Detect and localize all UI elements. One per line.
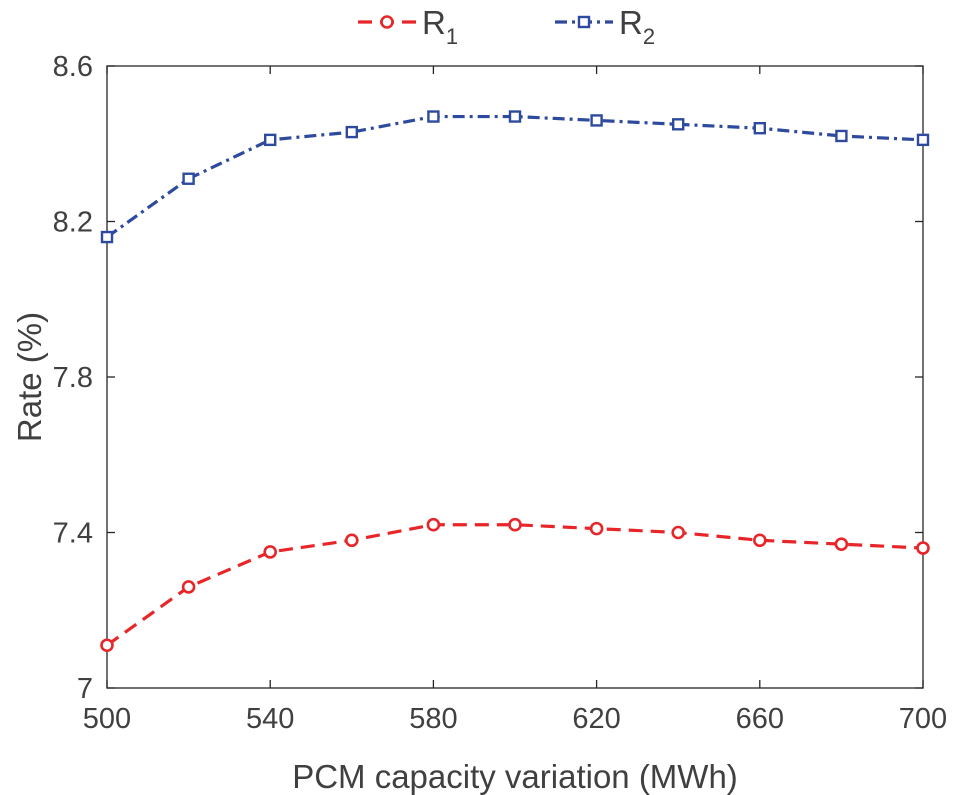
x-tick-label: 620 xyxy=(572,703,620,735)
plot-frame xyxy=(106,65,924,689)
series-R1 xyxy=(100,517,930,653)
series-line-R2 xyxy=(106,114,924,239)
x-axis-title: PCM capacity variation (MWh) xyxy=(292,758,738,795)
data-point-R2 xyxy=(835,129,848,143)
legend-marker xyxy=(380,15,394,29)
legend-label: R2 xyxy=(619,4,655,49)
data-point-R2 xyxy=(590,114,603,127)
data-point-R2 xyxy=(100,230,114,244)
x-tick-label: 660 xyxy=(736,703,784,735)
y-tick-label: 8.2 xyxy=(53,207,93,239)
y-tick-label: 8.6 xyxy=(53,51,93,83)
legend-label-subscript: 1 xyxy=(446,24,458,49)
series-layer xyxy=(100,110,930,653)
x-tick-label: 580 xyxy=(409,703,457,735)
data-point-R1 xyxy=(100,638,114,653)
data-point-R1 xyxy=(508,517,522,532)
data-point-R1 xyxy=(263,545,278,559)
series-R2 xyxy=(100,110,930,244)
y-tick-label: 7.8 xyxy=(53,362,93,394)
data-point-R2 xyxy=(753,121,766,135)
data-point-R2 xyxy=(508,110,522,123)
legend-label: R1 xyxy=(422,4,458,49)
x-tick-label: 500 xyxy=(83,703,131,735)
data-point-R2 xyxy=(916,133,930,147)
data-point-R1 xyxy=(834,537,849,551)
y-tick-label: 7 xyxy=(77,673,93,705)
series-line-R1 xyxy=(106,523,924,647)
data-point-R2 xyxy=(182,172,195,185)
data-point-R2 xyxy=(264,133,277,147)
data-point-R1 xyxy=(426,517,441,532)
axes: 500 540 580 620 660 700 7 7.4 7.8 8.2 8.6 xyxy=(53,51,948,735)
data-point-R2 xyxy=(427,110,440,123)
legend: R1 R2 xyxy=(358,4,655,49)
data-point-R1 xyxy=(916,541,930,555)
data-point-R1 xyxy=(344,533,359,548)
data-point-R1 xyxy=(589,521,604,536)
y-tick-label: 7.4 xyxy=(53,518,93,550)
y-axis-title: Rate (%) xyxy=(11,312,48,442)
data-point-R2 xyxy=(345,125,358,139)
legend-item-R2: R2 xyxy=(555,4,655,49)
data-point-R1 xyxy=(181,580,196,594)
legend-marker xyxy=(577,15,591,29)
legend-item-R1: R1 xyxy=(358,4,458,49)
x-tick-label: 700 xyxy=(899,703,947,735)
data-point-R1 xyxy=(752,533,767,548)
data-point-R2 xyxy=(672,118,685,131)
x-tick-label: 540 xyxy=(246,703,294,735)
legend-label-subscript: 2 xyxy=(643,24,655,49)
data-point-R1 xyxy=(671,525,686,540)
